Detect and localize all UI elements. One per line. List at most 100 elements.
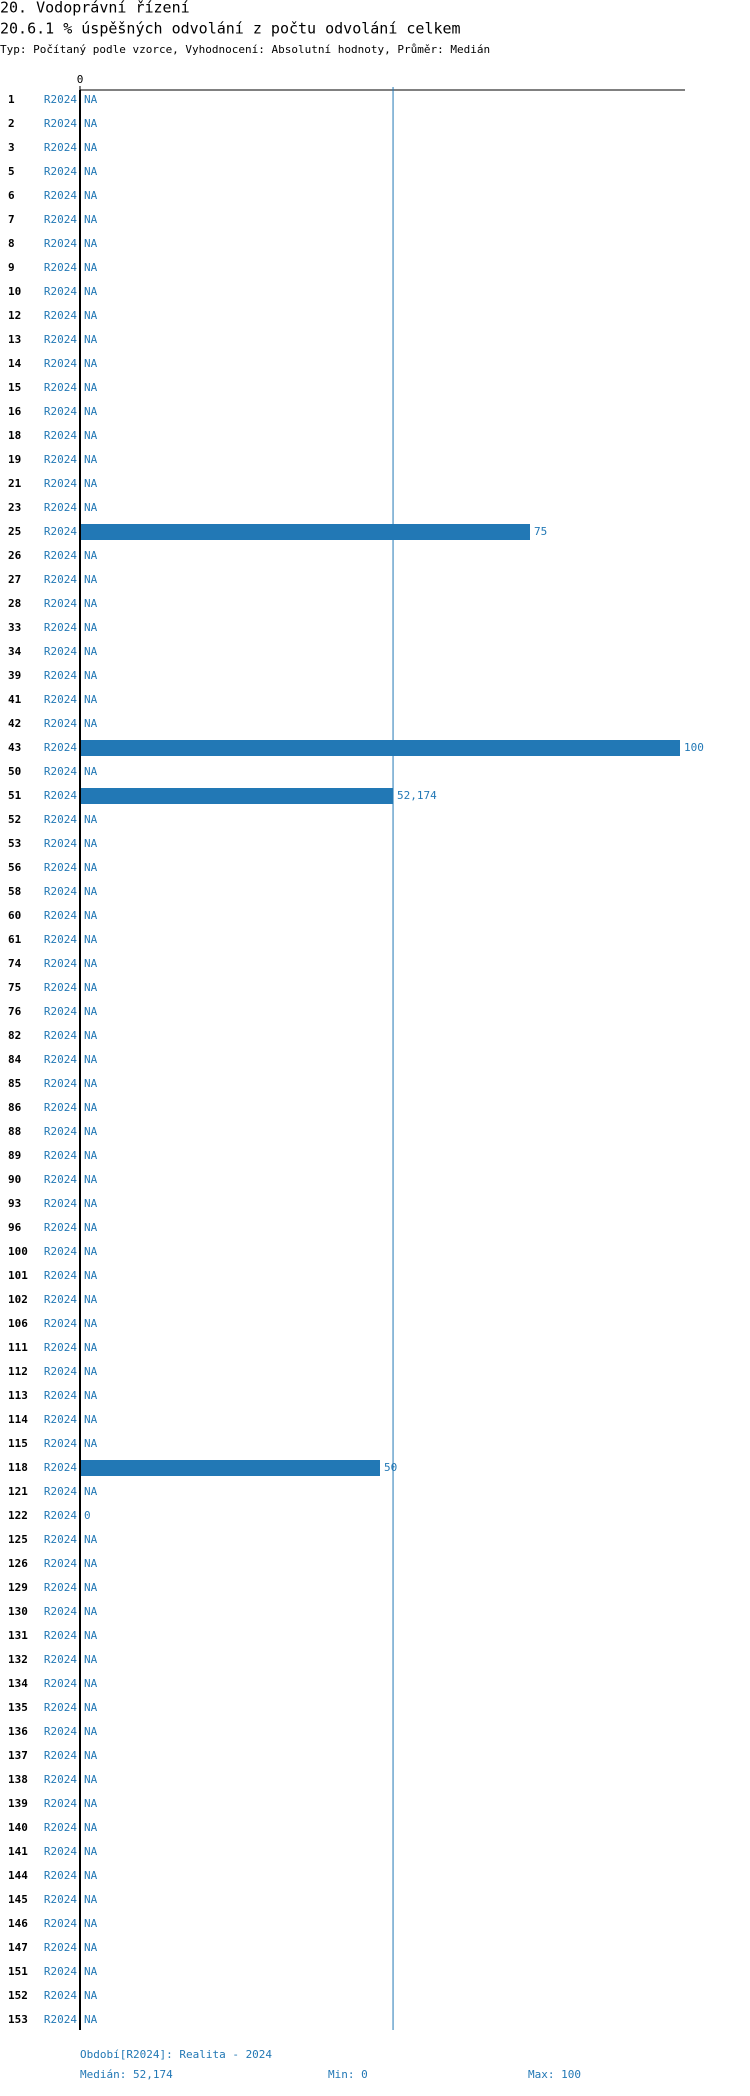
category-label: 28 bbox=[8, 597, 21, 610]
period-label: R2024 bbox=[44, 117, 77, 130]
category-label: 16 bbox=[8, 405, 22, 418]
period-label: R2024 bbox=[44, 1965, 77, 1978]
period-label: R2024 bbox=[44, 789, 77, 802]
category-label: 151 bbox=[8, 1965, 28, 1978]
bar bbox=[80, 1460, 380, 1476]
value-label: NA bbox=[84, 981, 98, 994]
value-label: NA bbox=[84, 1365, 98, 1378]
chart-title: 20. Vodoprávní řízení bbox=[0, 0, 190, 17]
period-label: R2024 bbox=[44, 1197, 77, 1210]
value-label: NA bbox=[84, 933, 98, 946]
value-label: NA bbox=[84, 1773, 98, 1786]
value-label: NA bbox=[84, 1677, 98, 1690]
period-label: R2024 bbox=[44, 669, 77, 682]
category-label: 129 bbox=[8, 1581, 28, 1594]
value-label: NA bbox=[84, 1077, 98, 1090]
value-label: NA bbox=[84, 909, 98, 922]
category-label: 52 bbox=[8, 813, 21, 826]
period-label: R2024 bbox=[44, 1605, 77, 1618]
value-label: NA bbox=[84, 1629, 98, 1642]
period-label: R2024 bbox=[44, 1221, 77, 1234]
category-label: 126 bbox=[8, 1557, 28, 1570]
category-label: 88 bbox=[8, 1125, 21, 1138]
period-label: R2024 bbox=[44, 165, 77, 178]
category-label: 58 bbox=[8, 885, 21, 898]
period-label: R2024 bbox=[44, 1581, 77, 1594]
category-label: 140 bbox=[8, 1821, 28, 1834]
value-label: NA bbox=[84, 813, 98, 826]
period-label: R2024 bbox=[44, 93, 77, 106]
category-label: 26 bbox=[8, 549, 22, 562]
value-label: NA bbox=[84, 1413, 98, 1426]
period-label: R2024 bbox=[44, 813, 77, 826]
category-label: 90 bbox=[8, 1173, 21, 1186]
value-label: NA bbox=[84, 357, 98, 370]
value-label: NA bbox=[84, 141, 98, 154]
value-label: NA bbox=[84, 1149, 98, 1162]
value-label: NA bbox=[84, 837, 98, 850]
period-label: R2024 bbox=[44, 597, 77, 610]
category-label: 84 bbox=[8, 1053, 22, 1066]
value-label: NA bbox=[84, 477, 98, 490]
category-label: 114 bbox=[8, 1413, 28, 1426]
period-label: R2024 bbox=[44, 1677, 77, 1690]
value-label: NA bbox=[84, 549, 98, 562]
period-label: R2024 bbox=[44, 429, 77, 442]
value-label: NA bbox=[84, 453, 98, 466]
period-label: R2024 bbox=[44, 1293, 77, 1306]
period-label: R2024 bbox=[44, 1005, 77, 1018]
value-label: NA bbox=[84, 213, 98, 226]
period-label: R2024 bbox=[44, 1557, 77, 1570]
period-label: R2024 bbox=[44, 1989, 77, 2002]
period-label: R2024 bbox=[44, 501, 77, 514]
value-label: NA bbox=[84, 765, 98, 778]
chart-subtitle: 20.6.1 % úspěšných odvolání z počtu odvo… bbox=[0, 20, 461, 38]
period-label: R2024 bbox=[44, 1053, 77, 1066]
category-label: 7 bbox=[8, 213, 15, 226]
category-label: 10 bbox=[8, 285, 21, 298]
category-label: 74 bbox=[8, 957, 22, 970]
period-label: R2024 bbox=[44, 1437, 77, 1450]
value-label: 75 bbox=[534, 525, 547, 538]
period-label: R2024 bbox=[44, 765, 77, 778]
value-label: NA bbox=[84, 1197, 98, 1210]
category-label: 86 bbox=[8, 1101, 22, 1114]
category-label: 60 bbox=[8, 909, 21, 922]
value-label: NA bbox=[84, 1317, 98, 1330]
value-label: NA bbox=[84, 501, 98, 514]
value-label: NA bbox=[84, 2013, 98, 2026]
category-label: 141 bbox=[8, 1845, 28, 1858]
bar bbox=[80, 524, 530, 540]
period-label: R2024 bbox=[44, 333, 77, 346]
category-label: 89 bbox=[8, 1149, 21, 1162]
value-label: 52,174 bbox=[397, 789, 437, 802]
period-label: R2024 bbox=[44, 1653, 77, 1666]
category-label: 75 bbox=[8, 981, 21, 994]
value-label: NA bbox=[84, 1893, 98, 1906]
value-label: NA bbox=[84, 573, 98, 586]
period-label: R2024 bbox=[44, 1125, 77, 1138]
value-label: NA bbox=[84, 1701, 98, 1714]
value-label: NA bbox=[84, 1797, 98, 1810]
category-label: 101 bbox=[8, 1269, 28, 1282]
period-label: R2024 bbox=[44, 1341, 77, 1354]
category-label: 102 bbox=[8, 1293, 28, 1306]
category-label: 106 bbox=[8, 1317, 28, 1330]
period-label: R2024 bbox=[44, 717, 77, 730]
period-label: R2024 bbox=[44, 1797, 77, 1810]
category-label: 25 bbox=[8, 525, 21, 538]
category-label: 115 bbox=[8, 1437, 28, 1450]
category-label: 152 bbox=[8, 1989, 28, 2002]
value-label: NA bbox=[84, 1917, 98, 1930]
period-label: R2024 bbox=[44, 1941, 77, 1954]
value-label: NA bbox=[84, 693, 98, 706]
category-label: 136 bbox=[8, 1725, 28, 1738]
category-label: 96 bbox=[8, 1221, 22, 1234]
value-label: NA bbox=[84, 1821, 98, 1834]
period-label: R2024 bbox=[44, 981, 77, 994]
category-label: 5 bbox=[8, 165, 15, 178]
period-label: R2024 bbox=[44, 1629, 77, 1642]
period-label: R2024 bbox=[44, 1749, 77, 1762]
category-label: 111 bbox=[8, 1341, 28, 1354]
